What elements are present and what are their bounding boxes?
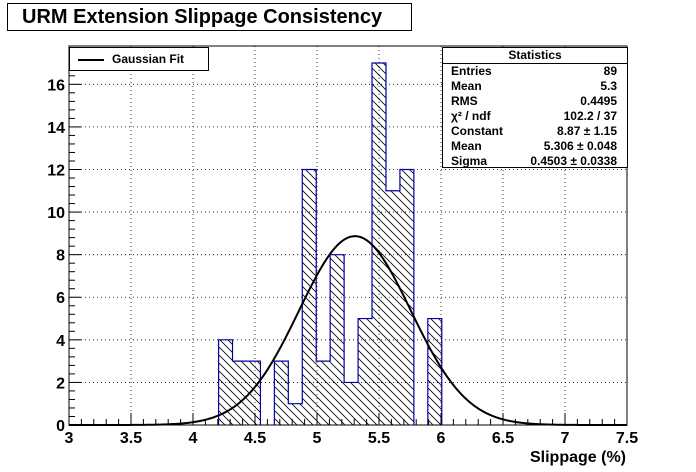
stats-row-constant: Constant 8.87 ± 1.15	[443, 124, 627, 139]
chart-title-box: URM Extension Slippage Consistency	[7, 3, 412, 31]
histogram-bar	[358, 318, 373, 425]
legend-fit-label: Gaussian Fit	[112, 52, 185, 66]
x-tick-label: 5	[313, 430, 322, 447]
x-tick-label: 6	[437, 430, 446, 447]
histogram-bar	[344, 382, 359, 425]
statistics-header: Statistics	[443, 48, 627, 64]
stats-label: Sigma	[451, 154, 488, 168]
y-tick-label: 10	[47, 205, 65, 222]
x-tick-label: 7.5	[616, 430, 638, 447]
x-axis-label: Slippage (%)	[530, 449, 626, 466]
y-tick-label: 2	[56, 375, 65, 392]
stats-value: 5.3	[600, 79, 617, 93]
stats-value: 0.4503 ± 0.0338	[530, 154, 617, 168]
stats-value: 89	[603, 64, 617, 78]
stats-label: Entries	[451, 64, 492, 78]
stats-row-sigma: Sigma 0.4503 ± 0.0338	[443, 154, 627, 169]
statistics-box: Statistics Entries 89 Mean 5.3 RMS 0.449…	[442, 47, 628, 168]
y-tick-label: 16	[47, 77, 65, 94]
stats-label: Mean	[451, 139, 482, 153]
histogram-bar	[385, 190, 400, 425]
histogram-bar	[218, 339, 233, 425]
x-tick-label: 4.5	[244, 430, 266, 447]
x-tick-label: 3.5	[120, 430, 142, 447]
stats-value: 5.306 ± 0.048	[543, 139, 617, 153]
x-tick-label: 7	[561, 430, 570, 447]
stats-row-fit-mean: Mean 5.306 ± 0.048	[443, 139, 627, 154]
stats-row-rms: RMS 0.4495	[443, 94, 627, 109]
histogram-outline	[217, 62, 443, 425]
x-tick-label: 4	[189, 430, 198, 447]
stats-row-mean: Mean 5.3	[443, 79, 627, 94]
histogram-bar	[427, 318, 442, 425]
plot-frame	[68, 45, 628, 426]
histogram-bar	[288, 403, 303, 425]
histogram-bar	[232, 361, 247, 425]
stats-value: 0.4495	[580, 94, 617, 108]
stats-row-entries: Entries 89	[443, 64, 627, 79]
stats-label: Constant	[451, 124, 503, 138]
stats-label: RMS	[451, 94, 478, 108]
histogram-bar	[330, 254, 345, 425]
y-tick-label: 0	[56, 418, 65, 435]
histogram-bar	[274, 361, 289, 425]
legend-fit-swatch	[78, 59, 104, 61]
histogram-bar	[302, 169, 317, 425]
stats-row-chi2: χ² / ndf 102.2 / 37	[443, 109, 627, 124]
y-tick-label: 14	[47, 120, 65, 137]
legend: Gaussian Fit	[69, 47, 209, 71]
stats-label: χ² / ndf	[451, 109, 491, 123]
y-tick-label: 8	[56, 248, 65, 265]
histogram-bar	[316, 361, 331, 425]
x-tick-label: 5.5	[368, 430, 390, 447]
x-tick-label: 3	[65, 430, 74, 447]
y-tick-label: 6	[56, 290, 65, 307]
stats-label: Mean	[451, 79, 482, 93]
stats-value: 8.87 ± 1.15	[557, 124, 617, 138]
histogram-bar	[246, 361, 261, 425]
y-tick-label: 4	[56, 333, 65, 350]
stats-value: 102.2 / 37	[563, 109, 617, 123]
chart-title: URM Extension Slippage Consistency	[22, 6, 383, 28]
x-tick-label: 6.5	[492, 430, 514, 447]
histogram-bar	[372, 63, 386, 426]
y-tick-label: 12	[47, 162, 65, 179]
histogram-bar	[399, 169, 414, 425]
